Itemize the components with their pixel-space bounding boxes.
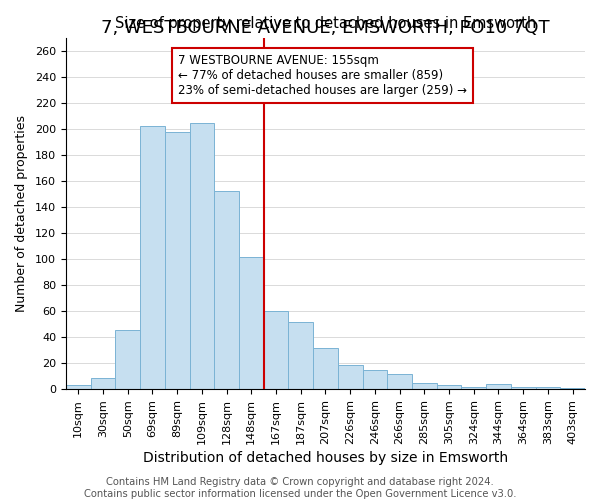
Bar <box>190 123 214 390</box>
Bar <box>338 364 362 390</box>
Bar <box>115 330 140 390</box>
Bar <box>165 132 190 390</box>
Title: 7, WESTBOURNE AVENUE, EMSWORTH, PO10 7QT: 7, WESTBOURNE AVENUE, EMSWORTH, PO10 7QT <box>101 19 550 37</box>
Bar <box>437 386 461 390</box>
Text: Size of property relative to detached houses in Emsworth: Size of property relative to detached ho… <box>115 16 536 31</box>
Text: Contains HM Land Registry data © Crown copyright and database right 2024.
Contai: Contains HM Land Registry data © Crown c… <box>84 478 516 499</box>
Bar <box>511 386 536 390</box>
Bar <box>461 386 486 390</box>
Bar <box>289 322 313 390</box>
Bar <box>91 378 115 390</box>
Bar <box>560 388 585 390</box>
Bar <box>486 384 511 390</box>
Bar <box>214 190 239 390</box>
X-axis label: Distribution of detached houses by size in Emsworth: Distribution of detached houses by size … <box>143 451 508 465</box>
Bar <box>263 312 289 390</box>
Bar <box>66 386 91 390</box>
Bar <box>412 383 437 390</box>
Bar <box>387 374 412 390</box>
Y-axis label: Number of detached properties: Number of detached properties <box>15 116 28 312</box>
Bar <box>140 126 165 390</box>
Bar <box>239 257 263 390</box>
Bar <box>362 370 387 390</box>
Text: 7 WESTBOURNE AVENUE: 155sqm
← 77% of detached houses are smaller (859)
23% of se: 7 WESTBOURNE AVENUE: 155sqm ← 77% of det… <box>178 54 467 98</box>
Bar <box>313 348 338 390</box>
Bar <box>536 386 560 390</box>
